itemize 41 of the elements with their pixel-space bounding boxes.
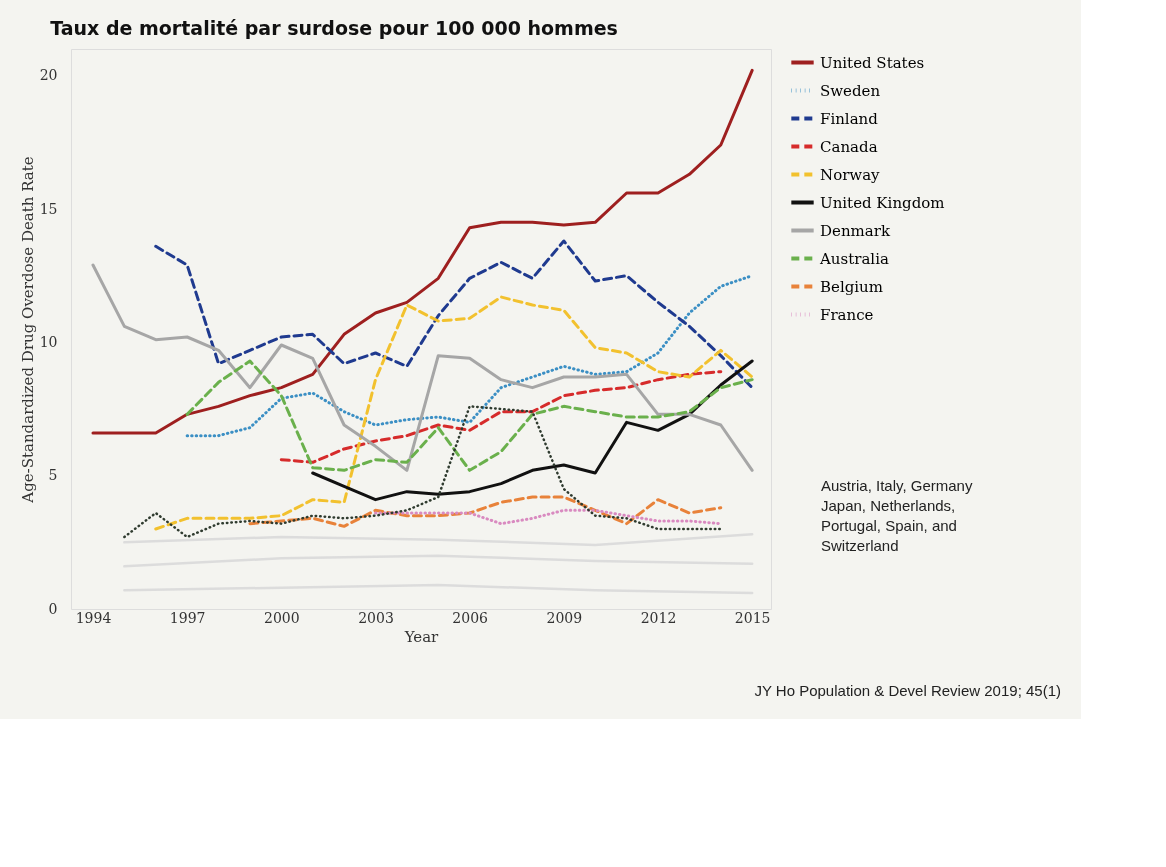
legend-label: Sweden [820,81,881,100]
line-series [154,239,754,390]
legend-label: France [820,305,874,324]
legend-label: Finland [820,109,879,128]
line-series [123,554,754,568]
line-series [279,370,723,464]
line-series [185,359,754,472]
x-tick-label: 2012 [640,609,677,626]
x-tick-label: 2000 [263,609,300,626]
line-series [123,405,723,539]
y-tick-label: 0 [48,600,58,617]
x-tick-label: 1994 [75,609,112,626]
legend-label: United States [820,53,925,72]
y-tick-label: 5 [48,467,58,484]
text: Austria, Italy, Germany Japan, Netherlands, Portugal, Spain, and Switzerland [821,477,973,554]
legend-label: Denmark [820,221,891,240]
x-tick-label: 2009 [546,609,583,626]
x-tick-label: 2006 [452,609,489,626]
y-tick-label: 15 [39,200,58,217]
x-tick-label: 2015 [734,609,771,626]
legend-label: Belgium [820,277,883,296]
x-tick-label: 1997 [169,609,206,626]
line-series [91,68,754,435]
line-series [123,583,754,595]
line-series [91,263,754,472]
legend-label: Canada [820,137,878,156]
y-tick-label: 10 [39,333,58,350]
y-tick-label: 20 [39,67,58,84]
x-axis-title: Year [403,627,440,646]
text: JY Ho Population & Devel Review 2019; 45(1) [754,682,1061,699]
legend-label: Norway [820,165,881,184]
line-series [311,359,754,502]
chart-title: Taux de mortalité par surdose pour 100 000 hommes [50,17,618,39]
y-axis-title: Age-Standardized Drug Overdose Death Rate [18,156,37,504]
line-series [248,495,723,528]
line-series [154,295,754,531]
x-tick-label: 2003 [358,609,394,626]
line-series [123,533,754,547]
legend-label: Australia [819,249,889,268]
legend-label: United Kingdom [820,193,945,212]
line-series [373,508,723,526]
